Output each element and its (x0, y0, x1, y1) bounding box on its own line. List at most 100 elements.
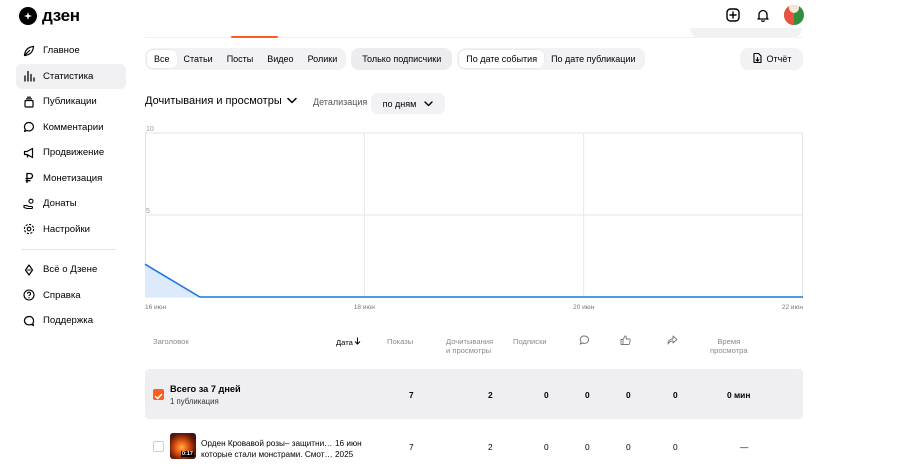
col-shares-header[interactable] (667, 335, 678, 347)
sort-down-icon (354, 337, 361, 347)
row-time: — (740, 442, 749, 452)
sidebar-item-comments[interactable]: Комментарии (16, 115, 126, 141)
publication-thumbnail[interactable]: 0:17 (170, 433, 196, 459)
sidebar-item-main[interactable]: Главное (16, 38, 126, 64)
sidebar-item-label: Комментарии (43, 121, 104, 133)
report-button[interactable]: Отчёт (740, 48, 803, 70)
summary-checkbox[interactable] (153, 389, 164, 400)
summary-likes: 0 (626, 390, 631, 400)
chevron-down-icon (424, 99, 434, 109)
col-time-header[interactable]: Время просмотра (710, 337, 748, 355)
sidebar-item-label: Донаты (43, 198, 77, 210)
col-reads-line1: Дочитывания (446, 337, 494, 346)
filter-videos[interactable]: Видео (267, 54, 294, 64)
col-reads-line2: и просмотры (446, 346, 492, 355)
sidebar-item-publications[interactable]: Публикации (16, 89, 126, 115)
col-date-header[interactable]: Дата (336, 337, 361, 347)
sidebar: Главное Статистика Публикации Комментари… (16, 38, 126, 334)
filter-by-publication-date[interactable]: По дате публикации (551, 54, 636, 64)
col-title-header[interactable]: Заголовок (153, 337, 189, 346)
filter-articles[interactable]: Статьи (183, 54, 213, 64)
bell-icon[interactable] (754, 6, 772, 24)
filter-posts[interactable]: Посты (226, 54, 254, 64)
x-tick-label: 18 июн (354, 304, 376, 311)
content-type-filter: Все Статьи Посты Видео Ролики (145, 48, 347, 70)
row-shows: 7 (409, 442, 414, 452)
filters-bar: Все Статьи Посты Видео Ролики Только под… (145, 48, 645, 70)
active-tab-indicator (231, 36, 278, 38)
col-subs-header[interactable]: Подписки (513, 337, 547, 346)
summary-subs: 0 (544, 390, 549, 400)
publication-title[interactable]: Орден Кровавой розы– защитники, которые … (201, 438, 334, 460)
sidebar-divider (21, 249, 116, 250)
zen-logo[interactable]: дзен (19, 6, 80, 26)
col-reads-header[interactable]: Дочитывания и просмотры (446, 337, 493, 355)
sidebar-item-help[interactable]: Справка (16, 283, 126, 309)
leaf-icon (23, 45, 35, 57)
row-checkbox[interactable] (153, 441, 164, 452)
row-likes: 0 (626, 442, 631, 452)
x-tick-label: 16 июн (145, 304, 167, 311)
publication-date: 16 июн 2025 (335, 438, 362, 460)
sidebar-item-label: Публикации (43, 96, 97, 108)
metric-label: Дочитывания и просмотры (145, 95, 282, 107)
col-shows-header[interactable]: Показы (387, 337, 414, 346)
publication-title-line1: Орден Кровавой розы– защитники, (201, 439, 334, 448)
thumb-up-icon (620, 335, 631, 347)
report-icon (752, 52, 763, 66)
publication-date-line2: 2025 (335, 450, 354, 459)
summary-shares: 0 (673, 390, 678, 400)
x-tick-label: 20 июн (573, 304, 595, 311)
sidebar-item-donations[interactable]: Донаты (16, 191, 126, 217)
chat-bubble-icon (23, 121, 35, 133)
filter-shorts[interactable]: Ролики (307, 54, 338, 64)
series-area (145, 264, 803, 297)
summary-title: Всего за 7 дней (170, 384, 241, 394)
row-subs: 0 (544, 442, 549, 452)
check-icon (154, 393, 163, 400)
sidebar-item-label: Монетизация (43, 172, 103, 184)
publication-title-line2: которые стали монстрами. Смотрет... (201, 450, 334, 459)
chevron-down-icon (286, 95, 297, 107)
avatar[interactable] (784, 5, 804, 25)
y-tick-label: 10 (146, 126, 154, 133)
col-time-line2: просмотра (710, 346, 748, 355)
add-publication-icon[interactable] (724, 6, 742, 24)
date-mode-filter: По дате события По дате публикации (457, 48, 645, 70)
share-arrow-icon (667, 335, 678, 347)
row-shares: 0 (673, 442, 678, 452)
header-divider (145, 37, 803, 38)
sidebar-item-about-zen[interactable]: Всё о Дзене (16, 257, 126, 283)
sidebar-item-label: Справка (43, 289, 81, 301)
sidebar-item-label: Продвижение (43, 147, 105, 159)
sidebar-item-statistics[interactable]: Статистика (16, 63, 126, 89)
col-likes-header[interactable] (620, 335, 631, 347)
help-icon (23, 289, 35, 301)
x-tick-label: 22 июн (782, 304, 804, 311)
detail-label: Детализация (313, 97, 368, 107)
col-time-line1: Время (717, 337, 741, 346)
stack-icon (23, 96, 35, 108)
metric-dropdown[interactable]: Дочитывания и просмотры (145, 95, 297, 107)
col-comments-header[interactable] (579, 335, 590, 347)
row-reads: 2 (488, 442, 493, 452)
sidebar-item-support[interactable]: Поддержка (16, 308, 126, 334)
subscribers-only-toggle[interactable]: Только подписчики (351, 48, 453, 70)
sidebar-item-label: Статистика (43, 70, 94, 82)
series-line (144, 263, 803, 298)
sidebar-item-promotion[interactable]: Продвижение (16, 140, 126, 166)
filter-by-event-date[interactable]: По дате события (459, 50, 545, 68)
detail-dropdown[interactable]: по дням (371, 93, 445, 114)
summary-subtitle: 1 публикация (170, 397, 219, 406)
sidebar-item-monetization[interactable]: Монетизация (16, 166, 126, 192)
y-tick-label: 5 (146, 208, 150, 215)
sidebar-item-settings[interactable]: Настройки (16, 217, 126, 243)
publication-date-line1: 16 июн (335, 439, 362, 448)
summary-row (145, 369, 803, 419)
sidebar-item-label: Настройки (43, 223, 91, 235)
filter-all[interactable]: Все (147, 50, 177, 68)
sidebar-item-label: Главное (43, 45, 80, 57)
gear-icon (23, 223, 35, 235)
